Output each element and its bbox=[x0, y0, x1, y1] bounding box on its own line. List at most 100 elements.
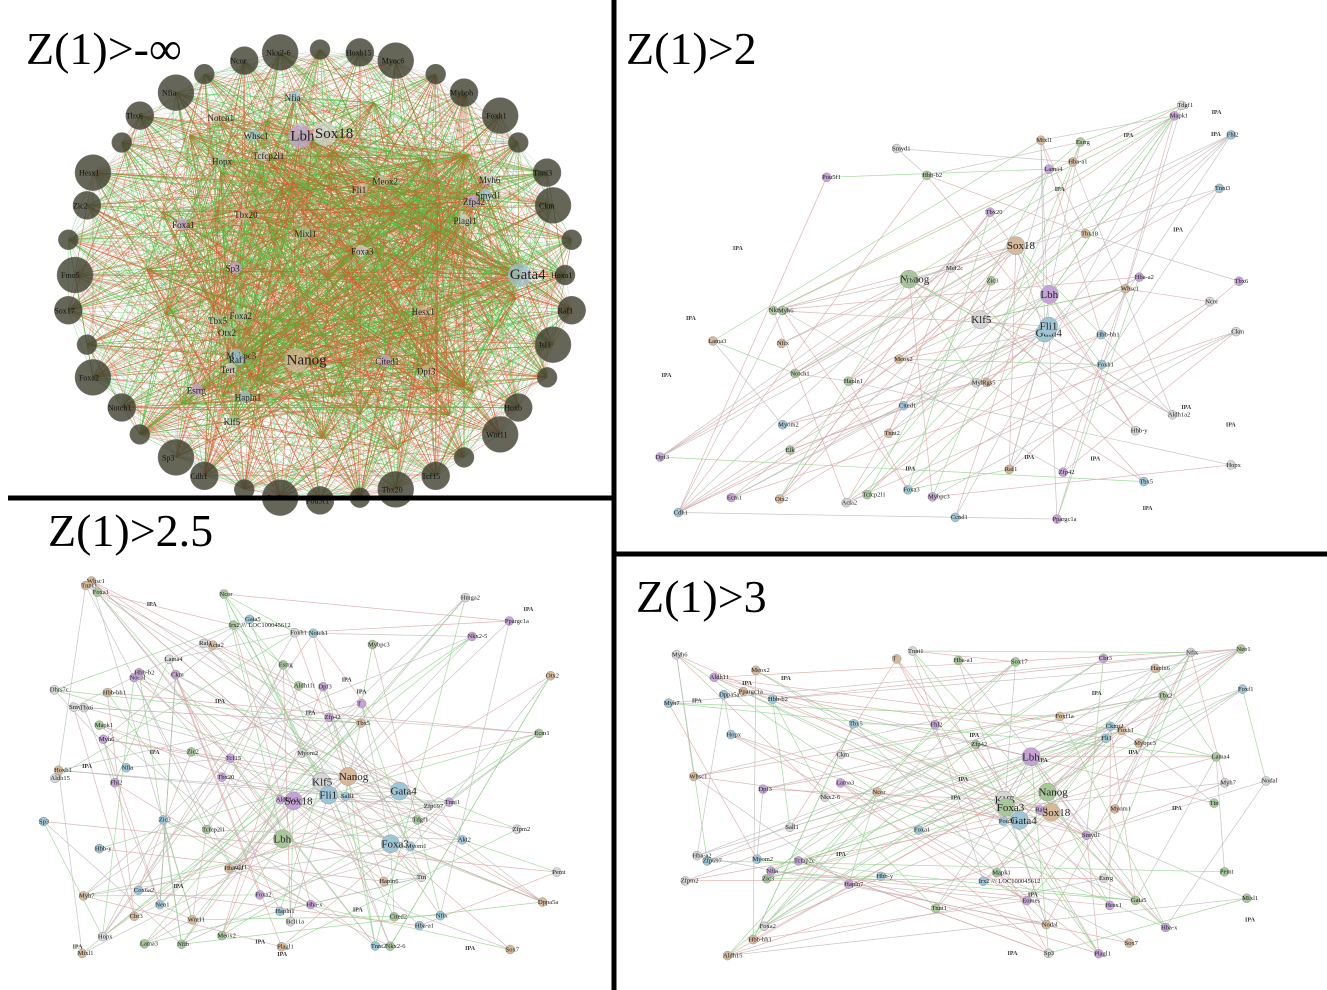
gene-node bbox=[1044, 164, 1054, 174]
gene-label: Sox17 bbox=[1011, 659, 1028, 666]
gene-label: Foxa2 bbox=[760, 923, 776, 930]
network-edge bbox=[1048, 326, 1058, 520]
gene-label: Sox18 bbox=[1007, 240, 1036, 252]
gene-node bbox=[288, 91, 301, 104]
gene-label: Meox2 bbox=[217, 932, 235, 939]
gene-label: Hoxb1 bbox=[54, 767, 72, 774]
panel-z-neg-inf: Hoxa1 Raf1 Isl1 Hoxb Wnt11 Tcf15 Tbx20 Pou5f1 Ot… bbox=[54, 34, 586, 516]
network-edge bbox=[54, 632, 295, 779]
network-edge bbox=[196, 379, 257, 390]
network-edge bbox=[204, 141, 313, 476]
gene-label: Dpf3 bbox=[417, 367, 436, 377]
network-edge bbox=[189, 135, 229, 333]
gene-label: Hmga2 bbox=[461, 594, 480, 601]
network-edge bbox=[279, 52, 439, 182]
network-edge bbox=[678, 168, 1050, 513]
gene-label: Fli1 bbox=[1101, 735, 1111, 742]
network-edge bbox=[304, 172, 548, 234]
network-edge bbox=[217, 102, 375, 321]
network-edge bbox=[677, 177, 827, 513]
network-edge bbox=[235, 214, 245, 268]
gene-label: Esrrg bbox=[279, 662, 294, 669]
gene-node bbox=[507, 263, 532, 288]
gene-label: Hapln1 bbox=[235, 392, 262, 402]
gene-label: Hbb-b2 bbox=[922, 172, 942, 179]
network-edge bbox=[301, 597, 466, 754]
gene-label: Zfp42 bbox=[971, 741, 987, 748]
gene-label: Cox6a2 bbox=[134, 887, 154, 894]
network-edge bbox=[280, 49, 321, 189]
network-edge bbox=[383, 876, 422, 882]
gene-label: Myh7 bbox=[664, 700, 680, 707]
gene-label: Lama3 bbox=[140, 941, 158, 948]
network-edge bbox=[203, 643, 411, 847]
gene-label: Aldh15 bbox=[723, 952, 743, 959]
gene-label: Ecm1 bbox=[727, 494, 742, 501]
network-edge bbox=[426, 329, 494, 371]
network-edge bbox=[221, 160, 438, 204]
gene-label: Cited1 bbox=[899, 402, 916, 409]
network-edge bbox=[239, 133, 326, 315]
network-edge bbox=[139, 115, 166, 315]
network-edge bbox=[907, 332, 1045, 491]
gene-label: Fhl2 bbox=[1227, 132, 1239, 139]
gene-label: Zfpm2 bbox=[513, 826, 531, 833]
network-edge bbox=[181, 116, 218, 404]
network-edge bbox=[238, 205, 554, 360]
network-edge bbox=[147, 269, 396, 490]
network-edge bbox=[86, 120, 267, 206]
network-edge bbox=[262, 49, 321, 156]
gene-node bbox=[1006, 236, 1026, 255]
network-edge bbox=[97, 591, 234, 626]
network-edge bbox=[678, 276, 1140, 513]
ipa-label: IPA bbox=[215, 699, 226, 705]
network-edge bbox=[327, 278, 361, 498]
gene-node bbox=[790, 368, 800, 379]
gene-node bbox=[256, 149, 269, 162]
network-edge bbox=[223, 593, 295, 634]
network-edge bbox=[233, 274, 520, 422]
ipa-label: IPA bbox=[905, 466, 916, 472]
ipa-label: IPA bbox=[357, 690, 368, 696]
gene-label: Foxa2 bbox=[255, 892, 271, 899]
gene-node bbox=[1234, 276, 1244, 286]
network-edge bbox=[102, 677, 135, 937]
gene-label: Lama4 bbox=[165, 656, 184, 663]
network-edge bbox=[282, 102, 375, 276]
network-edge bbox=[361, 644, 373, 704]
gene-node bbox=[324, 712, 334, 723]
gene-label: Tcfcp2l1 bbox=[253, 151, 285, 161]
network-edge bbox=[230, 92, 465, 370]
network-edge bbox=[712, 139, 1042, 342]
network-edge bbox=[91, 580, 299, 687]
network-edge bbox=[92, 172, 166, 315]
gene-node bbox=[894, 354, 904, 364]
network-edge bbox=[773, 245, 1016, 311]
gene-label: Sp3 bbox=[226, 264, 241, 274]
gene-node bbox=[1130, 425, 1141, 436]
gene-node bbox=[1096, 359, 1107, 370]
ipa-label: IPA bbox=[173, 884, 184, 890]
gene-node bbox=[338, 767, 358, 786]
network-edge bbox=[932, 331, 1237, 498]
network-edge bbox=[320, 781, 391, 947]
network-edge bbox=[146, 269, 234, 422]
network-edge bbox=[114, 659, 170, 783]
network-edge bbox=[1015, 245, 1102, 335]
gene-label: Foxa1 bbox=[172, 220, 195, 230]
network-edge bbox=[181, 843, 391, 945]
network-edge bbox=[427, 159, 519, 408]
network-edge bbox=[175, 92, 548, 173]
gene-node bbox=[415, 305, 428, 318]
network-edge bbox=[986, 382, 1145, 482]
network-edge bbox=[103, 619, 250, 740]
network-edge bbox=[437, 202, 548, 378]
network-edge bbox=[907, 469, 1010, 491]
gene-node bbox=[227, 414, 240, 427]
ipa-label: IPA bbox=[1181, 405, 1192, 411]
ipa-label: IPA bbox=[342, 678, 353, 684]
network-edge bbox=[96, 591, 231, 759]
network-edge bbox=[435, 266, 524, 476]
gene-node bbox=[981, 377, 992, 388]
gene-label: Smyd1 bbox=[892, 145, 910, 152]
